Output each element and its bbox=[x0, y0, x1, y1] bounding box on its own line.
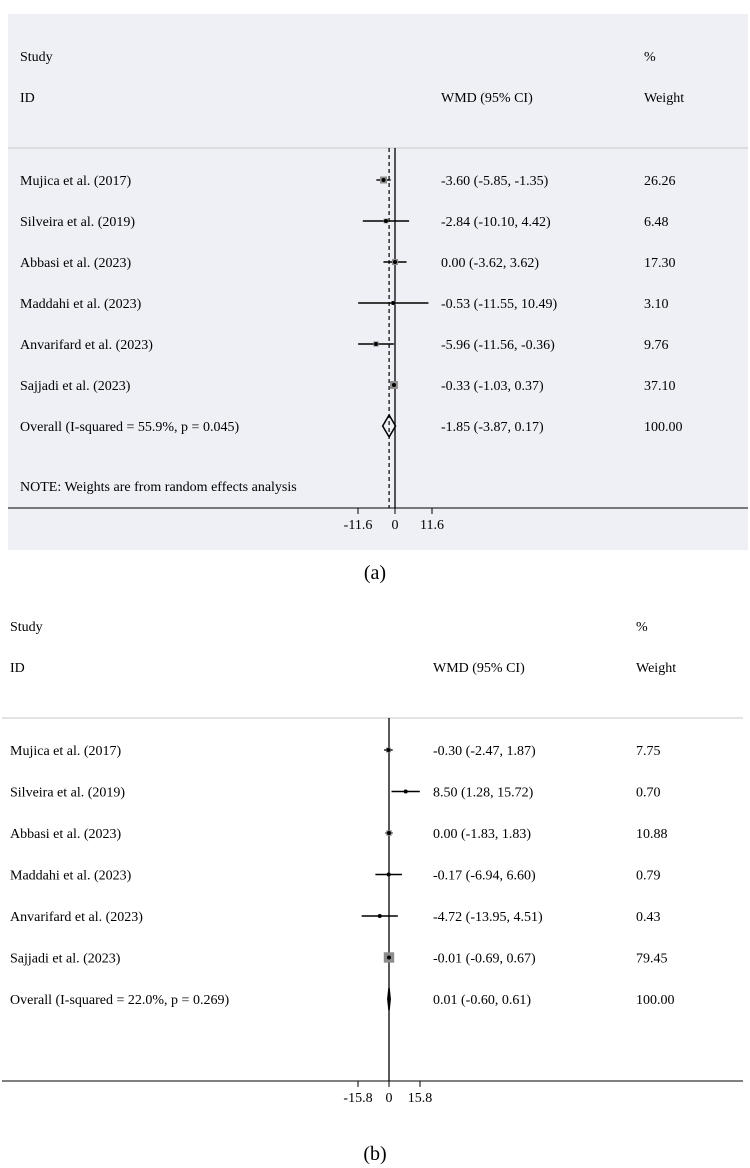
ci-value: -4.72 (-13.95, 4.51) bbox=[433, 910, 543, 925]
weight-value: 10.88 bbox=[636, 827, 668, 842]
weight-box bbox=[404, 789, 408, 794]
weight-value: 7.75 bbox=[636, 744, 661, 759]
header-weight: Weight bbox=[636, 661, 676, 676]
header-study: Study bbox=[10, 620, 43, 635]
ci-value: -5.96 (-11.56, -0.36) bbox=[441, 338, 555, 353]
ci-value: -0.01 (-0.69, 0.67) bbox=[433, 952, 536, 967]
overall-label: Overall (I-squared = 22.0%, p = 0.269) bbox=[10, 993, 229, 1008]
study-label: Abbasi et al. (2023) bbox=[10, 827, 122, 842]
point-estimate bbox=[391, 301, 396, 305]
weight-value: 3.10 bbox=[644, 297, 669, 312]
study-label: Anvarifard et al. (2023) bbox=[10, 910, 143, 925]
forest-plot-a: Study ID WMD (95% CI)% Weight Mujica et al. … bbox=[8, 50, 748, 533]
ci-value: -0.33 (-1.03, 0.37) bbox=[441, 379, 544, 394]
x-tick-label: 0 bbox=[386, 1091, 393, 1106]
study-label: Maddahi et al. (2023) bbox=[10, 869, 132, 884]
overall-ci-value: -1.85 (-3.87, 0.17) bbox=[441, 420, 544, 435]
point-estimate bbox=[381, 178, 386, 182]
study-label: Silveira et al. (2019) bbox=[10, 786, 125, 801]
ci-value: 0.00 (-3.62, 3.62) bbox=[441, 256, 539, 271]
panel-a-background bbox=[8, 14, 748, 550]
study-label: Mujica et al. (2017) bbox=[10, 744, 122, 759]
header-weight: Weight bbox=[644, 91, 684, 106]
point-estimate bbox=[383, 219, 388, 223]
point-estimate bbox=[386, 748, 391, 752]
header-id: ID bbox=[10, 661, 25, 676]
weight-value: 37.10 bbox=[644, 379, 676, 394]
x-tick-label: -11.6 bbox=[344, 518, 373, 533]
overall-weight-value: 100.00 bbox=[644, 420, 683, 435]
weights-note: NOTE: Weights are from random effects an… bbox=[20, 480, 297, 495]
point-estimate bbox=[393, 260, 397, 264]
point-estimate bbox=[403, 789, 408, 794]
weight-value: 17.30 bbox=[644, 256, 676, 271]
ci-value: -2.84 (-10.10, 4.42) bbox=[441, 215, 551, 230]
study-label: Abbasi et al. (2023) bbox=[20, 256, 132, 271]
caption-b: (b) bbox=[363, 1143, 387, 1165]
point-estimate bbox=[387, 831, 391, 835]
overall-ci-value: 0.01 (-0.60, 0.61) bbox=[433, 993, 531, 1008]
weight-value: 26.26 bbox=[644, 174, 676, 189]
weight-box bbox=[378, 914, 382, 918]
overall-diamond bbox=[381, 413, 397, 439]
ci-value: 0.00 (-1.83, 1.83) bbox=[433, 827, 531, 842]
caption-a: (a) bbox=[363, 562, 387, 584]
weight-box bbox=[387, 872, 391, 877]
ci-value: -0.30 (-2.47, 1.87) bbox=[433, 744, 536, 759]
overall-weight-value: 100.00 bbox=[636, 993, 675, 1008]
weight-box bbox=[383, 952, 395, 963]
ci-value: 8.50 (1.28, 15.72) bbox=[433, 786, 534, 801]
study-label: Mujica et al. (2017) bbox=[20, 174, 132, 189]
overall-diamond bbox=[387, 987, 391, 1011]
x-tick-label: -15.8 bbox=[343, 1091, 372, 1106]
point-estimate bbox=[377, 914, 382, 918]
x-tick-label: 0 bbox=[392, 518, 399, 533]
study-label: Silveira et al. (2019) bbox=[20, 215, 135, 230]
x-tick-label: 15.8 bbox=[408, 1091, 433, 1106]
weight-value: 6.48 bbox=[644, 215, 669, 230]
weight-value: 0.79 bbox=[636, 869, 661, 884]
study-label: Sajjadi et al. (2023) bbox=[20, 379, 131, 394]
weight-value: 0.70 bbox=[636, 786, 661, 801]
weight-box bbox=[386, 830, 392, 836]
x-tick-label: 11.6 bbox=[420, 518, 444, 533]
weight-box bbox=[385, 747, 391, 753]
study-label: Maddahi et al. (2023) bbox=[20, 297, 142, 312]
study-label: Anvarifard et al. (2023) bbox=[20, 338, 153, 353]
overall-label: Overall (I-squared = 55.9%, p = 0.045) bbox=[20, 420, 239, 435]
header-percent: % bbox=[636, 620, 648, 635]
header-study: Study bbox=[20, 50, 53, 65]
point-estimate bbox=[373, 342, 378, 346]
point-estimate bbox=[386, 955, 391, 960]
header-effect: WMD (95% CI) bbox=[441, 91, 533, 106]
point-estimate bbox=[386, 872, 391, 877]
point-estimate bbox=[391, 383, 396, 387]
header-effect: WMD (95% CI) bbox=[433, 661, 525, 676]
header-percent: % bbox=[644, 50, 656, 65]
ci-value: -0.53 (-11.55, 10.49) bbox=[441, 297, 557, 312]
ci-value: -3.60 (-5.85, -1.35) bbox=[441, 174, 549, 189]
weight-value: 9.76 bbox=[644, 338, 669, 353]
study-label: Sajjadi et al. (2023) bbox=[10, 952, 121, 967]
ci-value: -0.17 (-6.94, 6.60) bbox=[433, 869, 536, 884]
weight-value: 0.43 bbox=[636, 910, 661, 925]
header-id: ID bbox=[20, 91, 35, 106]
weight-value: 79.45 bbox=[636, 952, 668, 967]
